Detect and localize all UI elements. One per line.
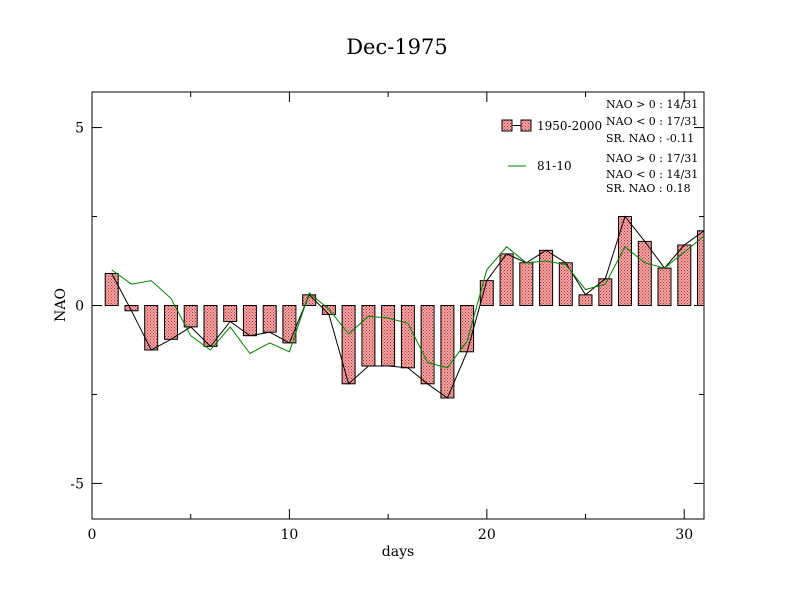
legend-label-1950-2000: 1950-2000 [537,119,602,133]
bar-day-16 [400,305,415,369]
bar-day-23 [539,249,554,307]
bar-day-17 [420,305,435,385]
y-tick-label-0: 0 [75,299,84,315]
bar-day-30 [677,244,692,306]
bar-day-4 [164,305,178,340]
bar-day-21 [499,253,514,306]
axis-ticks [91,92,704,519]
bar-day-29 [657,267,672,307]
bar-day-9 [262,305,277,333]
bar-day-7 [223,305,238,322]
legend-label-81-10: 81-10 [537,159,572,173]
y-tick-label-5: 5 [75,121,84,137]
bar-day-1 [104,273,119,306]
chart-title: Dec-1975 [346,35,448,59]
x-axis-label: days [382,544,414,560]
bar-day-5 [183,305,198,328]
line-series [111,215,705,399]
bar-day-8 [242,305,257,337]
stat-1950-2000-neg: NAO < 0 : 17/31 [606,115,698,128]
bar-day-28 [637,240,652,306]
bar-day-20 [479,280,494,307]
stat-81-10-neg: NAO < 0 : 14/31 [606,168,698,181]
y-axis-label: NAO [53,288,69,322]
x-tick-label-0: 0 [88,527,97,543]
x-tick-label-10: 10 [281,527,299,543]
x-tick-label-20: 20 [478,527,496,543]
legend-bar-swatch-left [501,119,513,132]
stat-81-10-sr: SR. NAO : 0.18 [606,182,691,195]
stat-1950-2000-sr: SR. NAO : -0.11 [606,132,694,145]
bar-day-24 [558,262,573,306]
legend-bar-swatch-right [520,119,532,132]
stat-1950-2000-pos: NAO > 0 : 14/31 [606,98,698,111]
line-81-10 [111,235,705,369]
bar-day-25 [578,294,593,306]
bar-day-22 [519,262,534,306]
bar-end-connector-line [111,215,705,399]
y-tick-label--5: -5 [70,476,84,492]
legend: 1950-2000 81-10 NAO > 0 : 14/31 NAO < 0 … [501,98,698,195]
axis-tick-labels: 0 10 20 30 -5 0 5 [70,121,693,543]
bar-day-19 [460,305,475,353]
bar-day-15 [381,305,396,367]
bar-day-3 [144,305,159,351]
bar-day-18 [440,305,455,399]
bar-series-1950-2000 [104,216,705,399]
bar-day-14 [361,305,376,367]
stat-81-10-pos: NAO > 0 : 17/31 [606,152,698,165]
bar-day-31 [697,230,705,306]
bar-day-13 [341,305,356,385]
x-tick-label-30: 30 [675,527,693,543]
